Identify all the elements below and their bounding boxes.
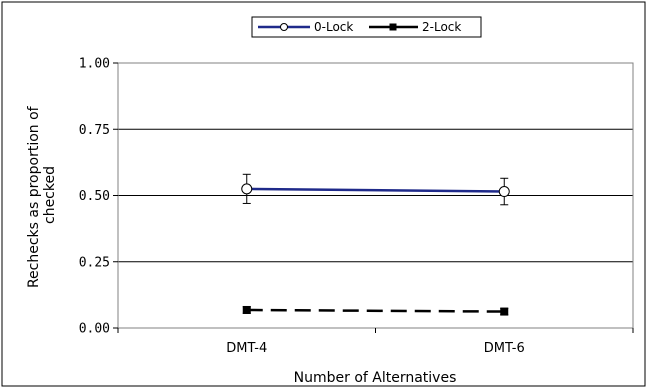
data-point — [500, 307, 509, 316]
series-layer — [241, 173, 510, 316]
x-axis-ticks: DMT-4 DMT-6 — [117, 328, 634, 356]
y-tick-label: 0.25 — [79, 255, 110, 270]
legend-label-2-lock: 2-Lock — [422, 20, 461, 34]
series-line — [246, 187, 505, 193]
y-tick-label: 1.00 — [79, 57, 110, 72]
series-line — [246, 308, 505, 313]
data-point — [242, 305, 251, 314]
y-axis-title: Rechecks as proportion of checked — [26, 102, 58, 288]
y-tick-label: 0.50 — [79, 189, 110, 204]
y-axis-title-line-2: checked — [42, 166, 58, 224]
legend-marker-0-lock — [280, 23, 288, 31]
y-tick-label: 0.75 — [79, 123, 110, 138]
y-axis-ticks: 0.00 0.25 0.50 0.75 1.00 — [79, 57, 118, 337]
y-tick-label: 0.00 — [79, 322, 110, 337]
legend-box — [251, 16, 482, 38]
legend: 0-Lock 2-Lock — [251, 16, 482, 38]
legend-label-0-lock: 0-Lock — [314, 20, 353, 34]
data-point — [498, 186, 510, 198]
x-tick-label: DMT-4 — [226, 341, 267, 356]
series-2-lock — [242, 305, 509, 316]
x-axis-title: Number of Alternatives — [294, 370, 457, 386]
data-point — [241, 183, 253, 195]
x-tick-label: DMT-6 — [484, 341, 525, 356]
y-axis-title-line-1: Rechecks as proportion of — [26, 105, 42, 288]
legend-item-0-lock: 0-Lock — [258, 20, 353, 34]
series-0-lock — [241, 173, 510, 206]
legend-item-2-lock: 2-Lock — [369, 20, 461, 34]
legend-marker-2-lock — [389, 23, 397, 31]
